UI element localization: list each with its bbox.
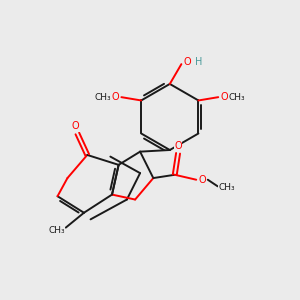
- Text: O: O: [174, 141, 182, 151]
- Text: O: O: [198, 175, 206, 185]
- Text: O: O: [72, 121, 80, 131]
- Text: O: O: [112, 92, 120, 102]
- Text: H: H: [195, 58, 203, 68]
- Text: CH₃: CH₃: [228, 93, 245, 102]
- Text: O: O: [184, 58, 191, 68]
- Text: O: O: [220, 92, 228, 102]
- Text: CH₃: CH₃: [48, 226, 65, 236]
- Text: CH₃: CH₃: [219, 184, 235, 193]
- Text: CH₃: CH₃: [95, 93, 112, 102]
